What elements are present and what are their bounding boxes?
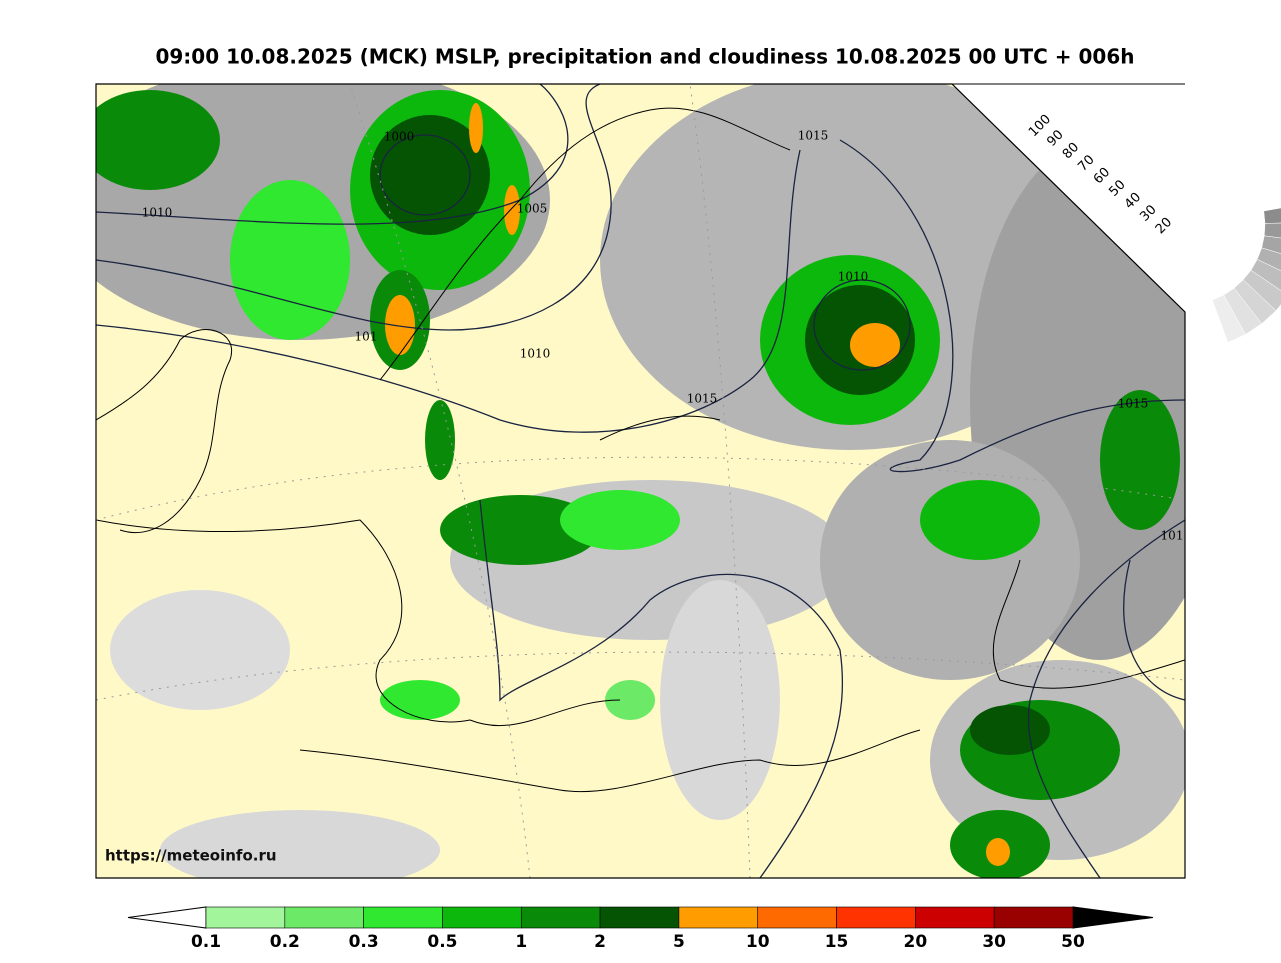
isobar-label: 1010 [520,347,551,361]
isobars [96,84,1185,878]
watermark: https://meteoinfo.ru [105,847,277,865]
isobar-label: 1005 [517,202,548,216]
isobar-label: 1015 [798,129,829,143]
cloudiness-swatch [1212,294,1246,343]
cloudiness-swatch [1250,259,1281,291]
colorbar: 0.1 0.2 0.3 0.5 1 2 5 10 15 20 30 50 [127,906,1154,952]
colorbar-tick-label: 15 [825,932,849,952]
cloudiness-swatch [1256,247,1281,272]
colorbar-tick-label: 10 [746,932,770,952]
isobar-label: 1010 [142,206,173,220]
coastlines [96,107,1185,793]
colorbar-swatch [363,906,443,929]
map [96,84,1185,878]
cloudiness-label: 30 [1137,202,1159,224]
colorbar-swatch [205,906,286,929]
isobar-label: 1000 [384,130,415,144]
colorbar-tick-label: 1 [515,932,527,952]
colorbar-swatch [284,906,364,929]
colorbar-tick-label: 5 [673,932,685,952]
colorbar-swatch [836,906,916,929]
colorbar-swatch [520,906,601,929]
isobar-label: 1010 [838,270,869,284]
colorbar-above [1072,906,1154,929]
colorbar-tick-label: 50 [1061,932,1085,952]
colorbar-tick-label: 30 [982,932,1006,952]
colorbar-swatch [678,906,759,929]
colorbar-swatch [757,906,837,929]
cloudiness-label: 60 [1091,165,1113,187]
map-frame [95,83,1186,879]
cloudiness-swatch [1263,207,1281,224]
colorbar-swatch [915,906,995,929]
cloudiness-label: 40 [1122,190,1144,212]
cloudiness-label: 90 [1044,127,1066,149]
colorbar-tick-label: 2 [594,932,606,952]
isobar-label: 101 [1161,529,1184,543]
cloudiness-label: 20 [1153,215,1175,237]
colorbar-swatch [599,906,680,929]
cloudiness-label: 50 [1106,177,1128,199]
colorbar-tick-label: 20 [904,932,928,952]
colorbar-tick-label: 0.2 [270,932,300,952]
precipitation-layer [96,90,1180,878]
cloudiness-label: 80 [1060,140,1082,162]
isobar-label: 101 [355,330,378,344]
graticule [96,84,1185,878]
colorbar-tick-label: 0.5 [427,932,457,952]
isobar-labels: 1000100510101015101010101011010101510151… [142,129,1184,543]
title: 09:00 10.08.2025 (MCK) MSLP, precipitati… [155,45,1134,69]
cloudiness-label: 70 [1075,152,1097,174]
cloudiness-swatch [1264,222,1281,239]
colorbar-swatch [442,906,522,929]
colorbar-tick-label: 0.3 [349,932,379,952]
isobar-label: 1015 [1118,397,1149,411]
colorbar-tick-label: 0.1 [191,932,221,952]
isobar-label: 1015 [687,392,718,406]
colorbar-below [127,906,207,929]
colorbar-swatch [993,906,1074,929]
